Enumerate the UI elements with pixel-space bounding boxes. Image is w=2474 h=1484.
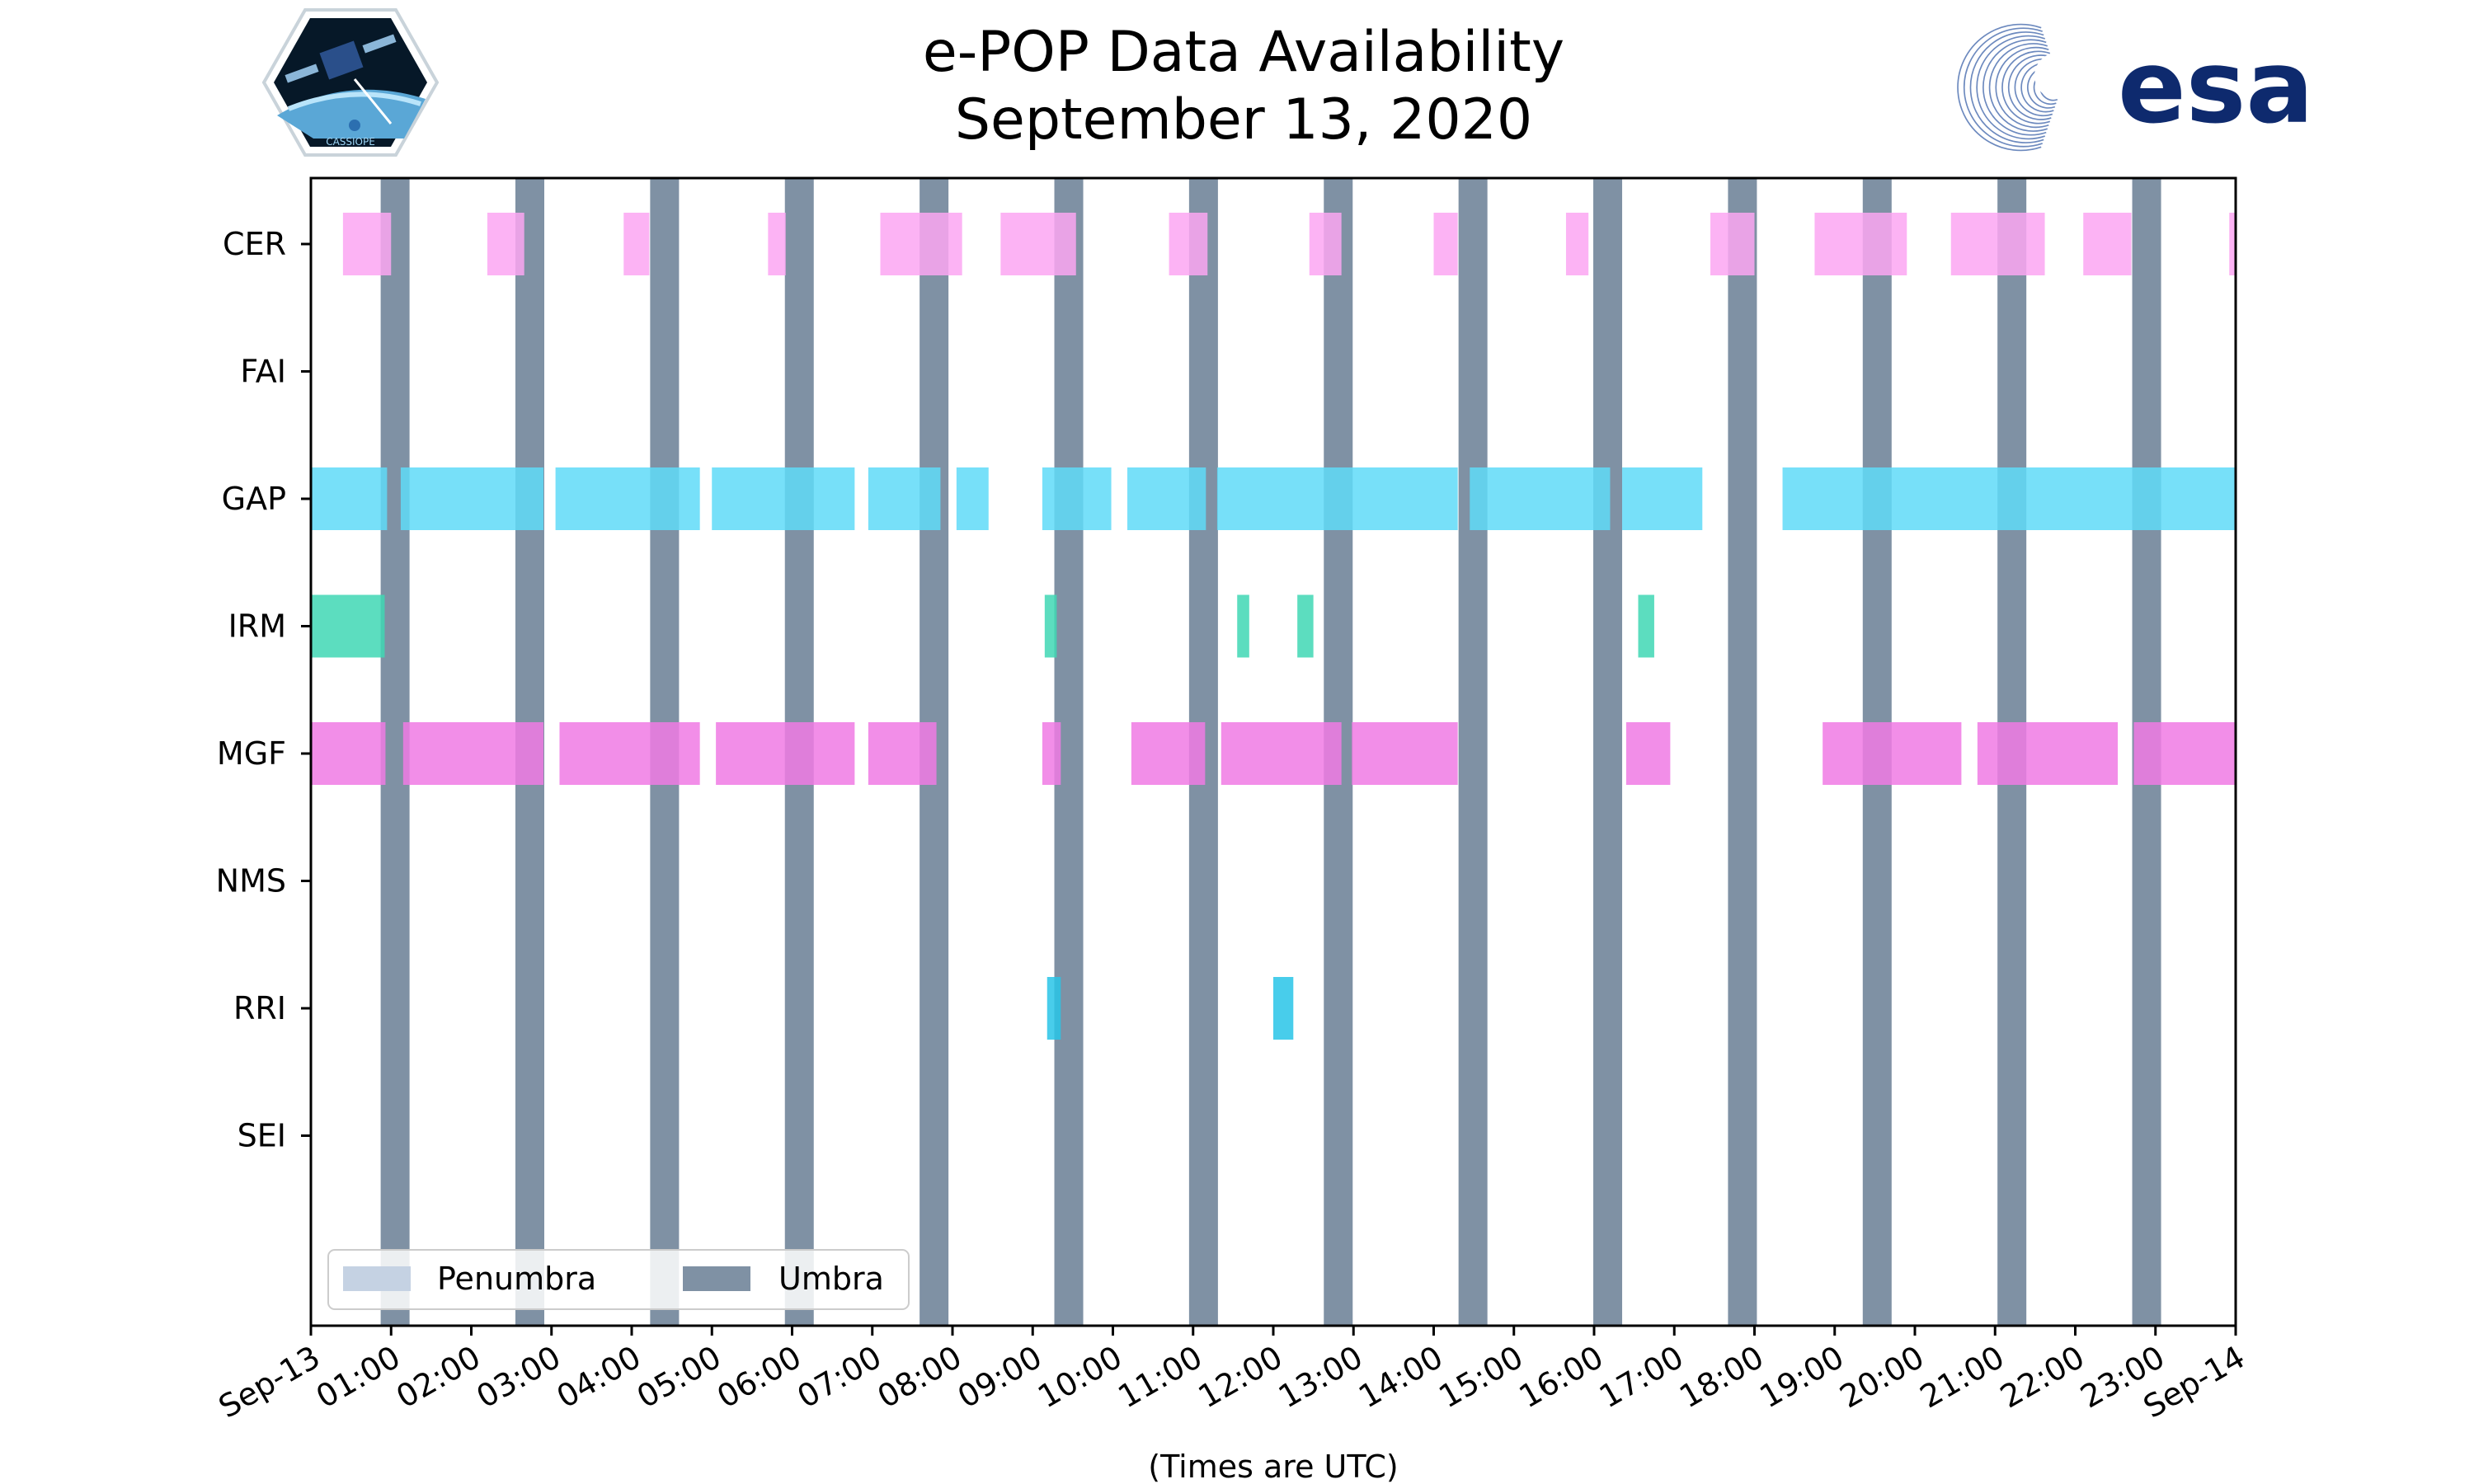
x-tick-label: 07:00: [791, 1339, 887, 1416]
bar-mgf: [311, 722, 386, 785]
bar-irm: [1297, 594, 1314, 658]
bar-irm: [1638, 594, 1654, 658]
bar-gap: [1622, 467, 1703, 530]
bar-cer: [2083, 213, 2132, 275]
y-tick-label: CER: [223, 226, 286, 262]
bar-gap: [1042, 467, 1112, 530]
bar-cer: [2229, 213, 2236, 275]
bar-cer: [1565, 213, 1589, 275]
bar-gap: [868, 467, 941, 530]
x-tick-label: 14:00: [1352, 1339, 1449, 1416]
svg-text:CASSIOPE: CASSIOPE: [326, 136, 375, 148]
bar-cer: [1309, 213, 1342, 275]
y-tick-label: GAP: [222, 481, 286, 517]
legend: Penumbra Umbra: [327, 1249, 910, 1310]
umbra-band: [1728, 178, 1757, 1326]
x-axis-label: (Times are UTC): [1148, 1449, 1398, 1484]
chart-subtitle: September 13, 2020: [955, 87, 1532, 153]
data-bars: [311, 213, 2236, 1040]
x-tick-label: Sep-13: [213, 1339, 327, 1425]
cassiope-mission-patch-icon: CASSIOPE: [261, 8, 440, 157]
legend-label-umbra: Umbra: [778, 1261, 884, 1297]
bar-mgf: [559, 722, 700, 785]
x-tick-label: 19:00: [1753, 1339, 1850, 1416]
umbra-band: [1593, 178, 1623, 1326]
x-tick-label: 01:00: [310, 1339, 407, 1416]
bar-irm: [1044, 594, 1057, 658]
bar-rri: [1273, 977, 1294, 1040]
bar-gap: [956, 467, 989, 530]
bar-gap: [1782, 467, 2236, 530]
x-tick-label: 21:00: [1914, 1339, 2011, 1416]
bar-cer: [1710, 213, 1755, 275]
y-tick-label: SEI: [238, 1118, 286, 1154]
bar-irm: [1237, 594, 1249, 658]
bar-cer: [1433, 213, 1458, 275]
chart-title: e-POP Data Availability: [923, 20, 1564, 85]
bar-gap: [1216, 467, 1458, 530]
bar-mgf: [1823, 722, 1962, 785]
x-tick-label: 03:00: [470, 1339, 567, 1416]
bar-mgf: [1352, 722, 1458, 785]
bar-gap: [311, 467, 388, 530]
x-tick-label: 16:00: [1513, 1339, 1610, 1416]
x-tick-label: 05:00: [631, 1339, 727, 1416]
bar-mgf: [1625, 722, 1671, 785]
y-tick-label: NMS: [216, 863, 286, 899]
legend-swatch-penumbra: [343, 1266, 411, 1291]
x-tick-label: 04:00: [551, 1339, 647, 1416]
bar-cer: [1169, 213, 1208, 275]
legend-label-penumbra: Penumbra: [437, 1261, 596, 1297]
x-tick-label: 12:00: [1192, 1339, 1289, 1416]
bar-cer: [768, 213, 786, 275]
x-tick-label: 15:00: [1432, 1339, 1529, 1416]
x-tick-label: 11:00: [1112, 1339, 1208, 1416]
bar-cer: [1950, 213, 2045, 275]
x-axis: Sep-1301:0002:0003:0004:0005:0006:0007:0…: [213, 1326, 2251, 1425]
bar-rri: [1047, 977, 1061, 1040]
y-tick-label: IRM: [228, 608, 286, 645]
x-tick-label: 08:00: [872, 1339, 968, 1416]
bar-gap: [1470, 467, 1611, 530]
esa-logo-icon: esa: [1957, 23, 2314, 152]
bar-gap: [400, 467, 544, 530]
bar-mgf: [1977, 722, 2119, 785]
svg-text:esa: esa: [2118, 29, 2314, 146]
bar-mgf: [1131, 722, 1206, 785]
y-tick-label: MGF: [217, 735, 286, 772]
x-tick-label: 10:00: [1032, 1339, 1128, 1416]
bar-gap: [1127, 467, 1206, 530]
bar-gap: [712, 467, 855, 530]
y-axis: CER FAI GAP IRM MGF NMS RRI SEI: [216, 226, 311, 1154]
y-tick-label: FAI: [240, 354, 286, 390]
bar-gap: [555, 467, 700, 530]
x-tick-label: 02:00: [390, 1339, 487, 1416]
bar-cer: [623, 213, 650, 275]
x-tick-label: 09:00: [952, 1339, 1048, 1416]
bar-mgf: [1221, 722, 1342, 785]
x-tick-label: 13:00: [1272, 1339, 1369, 1416]
x-tick-label: 06:00: [711, 1339, 807, 1416]
legend-swatch-umbra: [683, 1266, 750, 1291]
y-tick-label: RRI: [233, 990, 286, 1026]
x-tick-label: 18:00: [1673, 1339, 1770, 1416]
bar-cer: [1000, 213, 1076, 275]
x-tick-label: 17:00: [1593, 1339, 1690, 1416]
legend-box: [327, 1249, 910, 1310]
x-tick-label: 22:00: [1994, 1339, 2091, 1416]
bar-cer: [487, 213, 524, 275]
bar-mgf: [716, 722, 855, 785]
bar-cer: [880, 213, 962, 275]
bar-irm: [311, 594, 385, 658]
bar-mgf: [402, 722, 544, 785]
bar-mgf: [868, 722, 937, 785]
bar-cer: [1814, 213, 1907, 275]
x-tick-label: 20:00: [1834, 1339, 1931, 1416]
bar-mgf: [2133, 722, 2236, 785]
umbra-band: [1458, 178, 1488, 1326]
bar-mgf: [1042, 722, 1061, 785]
bar-cer: [342, 213, 392, 275]
